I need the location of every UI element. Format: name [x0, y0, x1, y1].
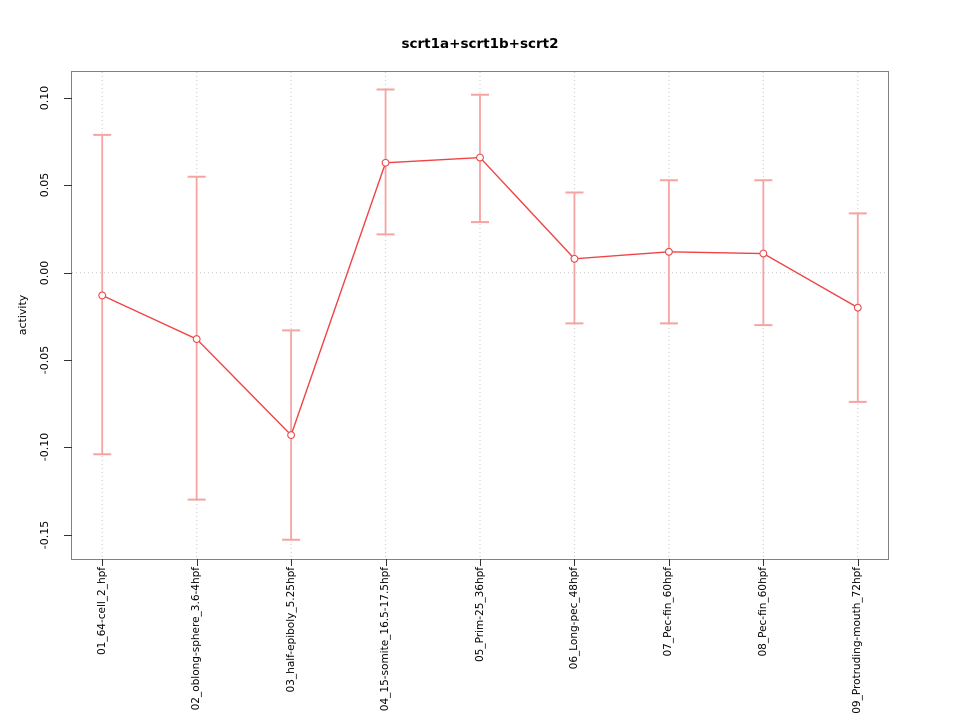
x-tick-label: 05_Prim-25_36hpf: [473, 567, 486, 662]
x-tick-label: 03_half-epiboly_5.25hpf: [284, 567, 297, 693]
x-tick: [574, 559, 576, 566]
y-tick: [64, 534, 72, 536]
x-tick: [857, 559, 859, 566]
y-axis-title: activity: [16, 294, 29, 336]
data-point-marker: [759, 249, 768, 258]
data-point-marker: [664, 247, 673, 256]
data-point-marker: [381, 158, 390, 167]
data-point-marker: [287, 431, 296, 440]
y-tick-label: -0.15: [38, 520, 51, 549]
x-tick-label: 02_oblong-sphere_3.6-4hpf: [190, 567, 203, 711]
data-point-marker: [853, 303, 862, 312]
data-point-marker: [192, 335, 201, 344]
x-tick-label: 08_Pec-fin_60hpf: [756, 567, 769, 657]
data-point-marker: [570, 254, 579, 263]
x-tick: [668, 559, 670, 566]
y-tick-label: -0.10: [38, 433, 51, 462]
chart-title: scrt1a+scrt1b+scrt2: [401, 36, 559, 52]
x-tick: [196, 559, 198, 566]
x-tick-label: 09_Protruding-mouth_72hpf: [851, 567, 864, 714]
y-tick: [64, 360, 72, 361]
x-tick: [385, 559, 387, 566]
x-tick: [480, 559, 481, 566]
data-point-marker: [476, 153, 484, 162]
x-tick: [763, 559, 765, 566]
y-tick: [64, 98, 72, 100]
y-tick: [64, 272, 72, 274]
y-tick-label: 0.00: [38, 260, 51, 285]
y-tick-label: -0.05: [38, 345, 51, 375]
x-tick: [102, 559, 104, 566]
x-tick-label: 07_Pec-fin_60hpf: [662, 567, 675, 657]
y-tick-label: 0.10: [38, 85, 51, 111]
plot-area-border: [70, 70, 889, 560]
x-tick: [291, 559, 293, 566]
plot-canvas: [72, 72, 888, 559]
data-point-marker: [98, 291, 107, 300]
y-tick-label: 0.05: [38, 173, 51, 198]
x-tick-label: 01_64-cell_2_hpf: [95, 567, 108, 656]
y-tick: [64, 447, 72, 449]
x-tick-label: 06_Long-pec_48hpf: [567, 567, 580, 670]
x-tick-label: 04_15-somite_16.5-17.5hpf: [379, 567, 392, 712]
y-tick: [64, 185, 72, 187]
